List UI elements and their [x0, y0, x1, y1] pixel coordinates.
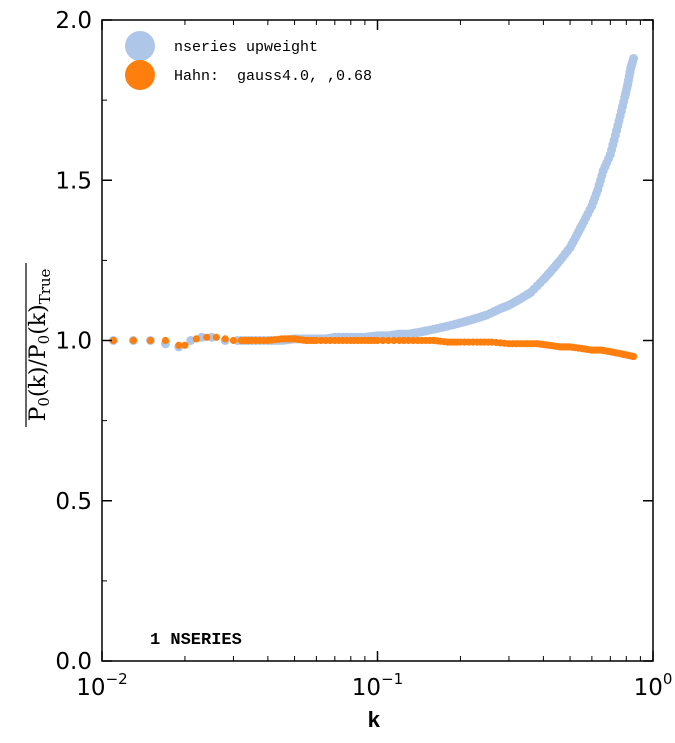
data-point: [203, 333, 211, 341]
data-point: [146, 336, 155, 345]
x-tick-label: 100: [634, 670, 673, 701]
data-point: [379, 336, 387, 345]
data-point: [390, 336, 398, 345]
x-tick-label: 10−2: [76, 670, 127, 701]
data-point: [129, 336, 137, 345]
y-tick-label: 1.5: [55, 168, 92, 194]
y-axis-label: P0(k)/P0(k)True: [25, 263, 54, 427]
data-point: [629, 352, 638, 361]
series-hahn: [109, 333, 638, 361]
y-tick-label: 0.0: [55, 649, 92, 675]
data-point: [384, 336, 393, 345]
data-point: [212, 333, 220, 341]
legend: nseries upweight Hahn: gauss4.0, ,0.68: [125, 31, 372, 90]
series-nseries-upweight: [108, 53, 639, 352]
x-axis-label: k: [367, 709, 380, 734]
data-point: [229, 336, 238, 345]
legend-marker-nseries-upweight: [125, 31, 155, 61]
y-tick-label: 1.0: [55, 329, 92, 355]
data-point: [161, 336, 170, 345]
svg-text:P0(k)/P0(k)True: P0(k)/P0(k)True: [26, 268, 54, 421]
legend-label-hahn: Hahn: gauss4.0, ,0.68: [174, 68, 372, 85]
data-point: [109, 336, 117, 345]
y-tick-label: 2.0: [55, 8, 92, 34]
legend-label-nseries-upweight: nseries upweight: [174, 39, 318, 56]
data-point: [175, 341, 183, 349]
x-tick-label: 10−1: [352, 670, 403, 701]
data-point: [181, 341, 189, 349]
y-axis-label-sub: 0: [35, 397, 53, 407]
y-axis-ticks: 0.0 0.5 1.0 1.5 2.0: [55, 8, 653, 675]
data-point: [221, 335, 229, 343]
data-point: [192, 335, 200, 343]
legend-marker-hahn: [125, 60, 155, 90]
data-point: [373, 336, 382, 345]
data-point: [629, 53, 639, 63]
y-tick-label: 0.5: [55, 489, 92, 515]
plot-annotation: 1 NSERIES: [150, 631, 242, 650]
x-axis-ticks: 10−2 10−1 100: [76, 20, 672, 701]
y-axis-label-numerator: P: [26, 406, 51, 421]
